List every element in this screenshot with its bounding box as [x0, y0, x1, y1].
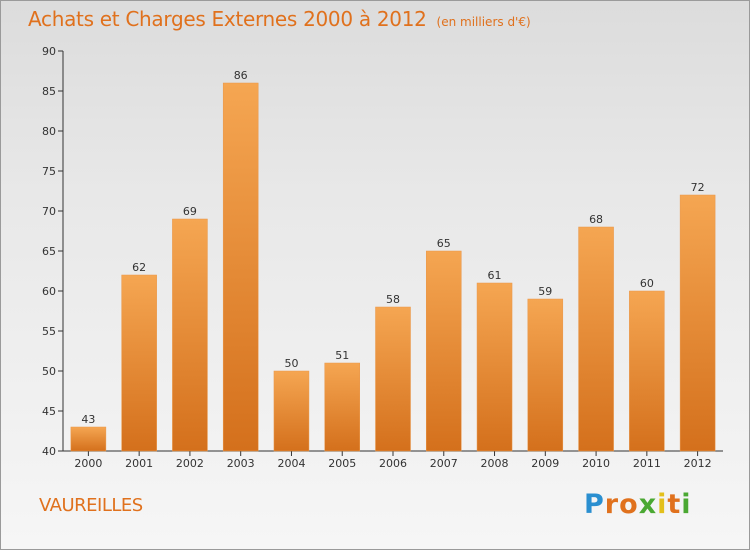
bar-2000	[70, 426, 107, 452]
x-tick-label: 2000	[74, 457, 102, 470]
value-label: 62	[132, 261, 146, 274]
bar-2002	[172, 218, 208, 452]
x-tick-label: 2010	[582, 457, 610, 470]
x-tick-label: 2002	[176, 457, 204, 470]
y-tick-label: 80	[42, 125, 56, 138]
x-tick-label: 2011	[633, 457, 661, 470]
value-label: 60	[640, 277, 654, 290]
y-tick-label: 85	[42, 85, 56, 98]
y-tick-label: 90	[42, 45, 56, 58]
chart-title-text: Achats et Charges Externes 2000 à 2012	[28, 7, 427, 31]
bar-2008	[476, 282, 513, 452]
x-tick-label: 2006	[379, 457, 407, 470]
y-tick-label: 40	[42, 445, 56, 458]
logo-letter: t	[667, 489, 682, 520]
x-tick-label: 2001	[125, 457, 153, 470]
bar-2011	[629, 290, 665, 452]
axes: 40 45 50 55 60 65 70 75 80 85 90 2000 2001 2002 2003 20…	[42, 45, 723, 470]
bar-2009	[527, 298, 564, 452]
bar-2001	[121, 274, 157, 452]
value-label: 69	[183, 205, 197, 218]
chart-title: Achats et Charges Externes 2000 à 2012 (e…	[28, 7, 531, 31]
x-tick-label: 2004	[277, 457, 305, 470]
y-tick-label: 50	[42, 365, 56, 378]
y-tick-label: 75	[42, 165, 56, 178]
value-label: 58	[386, 293, 400, 306]
x-tick-label: 2012	[684, 457, 712, 470]
logo-letter: x	[638, 489, 658, 520]
y-tick-label: 70	[42, 205, 56, 218]
value-label: 72	[691, 181, 705, 194]
y-tick-label: 55	[42, 325, 56, 338]
bar-2003	[222, 82, 259, 452]
x-tick-label: 2003	[227, 457, 255, 470]
value-label: 65	[437, 237, 451, 250]
bar-2012	[679, 194, 716, 452]
value-label: 61	[488, 269, 502, 282]
value-label: 43	[81, 413, 95, 426]
commune-name: VAUREILLES	[39, 495, 143, 516]
bar-2005	[324, 362, 360, 452]
data-labels: 43 62 69 86 50 51 58 65 61 59 68 60 72	[81, 69, 704, 426]
x-tick-label: 2008	[481, 457, 509, 470]
bar-2004	[273, 370, 310, 452]
chart-subtitle: (en milliers d'€)	[436, 15, 531, 29]
value-label: 68	[589, 213, 603, 226]
bar-2007	[426, 250, 462, 452]
logo-letter: i	[657, 489, 668, 520]
logo-letter: r	[604, 489, 620, 520]
value-label: 86	[234, 69, 248, 82]
x-tick-label: 2005	[328, 457, 356, 470]
y-tick-label: 60	[42, 285, 56, 298]
bar-2010	[578, 226, 614, 452]
x-tick-label: 2009	[531, 457, 559, 470]
bars	[70, 82, 716, 452]
value-label: 51	[335, 349, 349, 362]
logo-letter: o	[619, 489, 639, 520]
logo-letter: i	[681, 489, 692, 520]
y-tick-label: 45	[42, 405, 56, 418]
bar-2006	[375, 306, 411, 452]
proxiti-logo[interactable]: Proxiti	[584, 489, 692, 520]
y-tick-label: 65	[42, 245, 56, 258]
value-label: 50	[284, 357, 298, 370]
logo-letter: P	[584, 489, 605, 520]
x-tick-label: 2007	[430, 457, 458, 470]
value-label: 59	[538, 285, 552, 298]
